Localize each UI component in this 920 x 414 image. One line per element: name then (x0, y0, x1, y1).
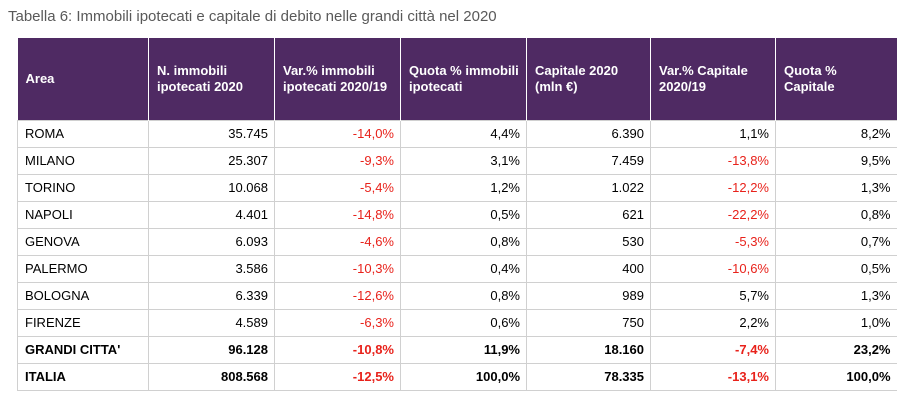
cell-quota-immobili: 3,1% (400, 147, 527, 175)
cell-var-capitale: 2,2% (650, 309, 776, 337)
cell-n-immobili: 4.589 (148, 309, 275, 337)
cell-n-immobili: 6.093 (148, 228, 275, 256)
table-body: ROMA 35.745 -14,0% 4,4% 6.390 1,1% 8,2% MILANO 2… (17, 119, 897, 391)
cell-quota-capitale: 0,7% (775, 228, 897, 256)
header-quota-immobili: Quota % immobili ipotecati (400, 38, 527, 120)
table-row: NAPOLI 4.401 -14,8% 0,5% 621 -22,2% 0,8% (17, 201, 897, 229)
cell-quota-immobili: 0,8% (400, 228, 527, 256)
table-header: Area N. immobili ipotecati 2020 Var.% im… (17, 38, 897, 120)
cell-quota-immobili: 11,9% (400, 336, 527, 364)
cell-n-immobili: 6.339 (148, 282, 275, 310)
cell-quota-immobili: 0,8% (400, 282, 527, 310)
cell-area: PALERMO (17, 255, 149, 283)
cell-quota-capitale: 9,5% (775, 147, 897, 175)
cell-quota-capitale: 0,8% (775, 201, 897, 229)
cell-quota-immobili: 100,0% (400, 363, 527, 391)
header-var-capitale: Var.% Capitale 2020/19 (650, 38, 776, 120)
cell-var-immobili: -14,8% (274, 201, 401, 229)
cell-capitale: 18.160 (526, 336, 651, 364)
cell-var-immobili: -10,3% (274, 255, 401, 283)
cell-area: FIRENZE (17, 309, 149, 337)
cell-var-capitale: 5,7% (650, 282, 776, 310)
cell-n-immobili: 4.401 (148, 201, 275, 229)
cell-n-immobili: 10.068 (148, 174, 275, 202)
cell-quota-capitale: 8,2% (775, 119, 897, 148)
total-row: ITALIA 808.568 -12,5% 100,0% 78.335 -13,1% 100… (17, 363, 897, 391)
cell-area: ITALIA (17, 363, 149, 391)
cell-quota-immobili: 4,4% (400, 119, 527, 148)
data-table: Area N. immobili ipotecati 2020 Var.% im… (17, 38, 897, 391)
header-row: Area N. immobili ipotecati 2020 Var.% im… (17, 38, 897, 120)
cell-capitale: 621 (526, 201, 651, 229)
cell-capitale: 400 (526, 255, 651, 283)
cell-area: GENOVA (17, 228, 149, 256)
cell-n-immobili: 35.745 (148, 119, 275, 148)
cell-n-immobili: 25.307 (148, 147, 275, 175)
cell-capitale: 1.022 (526, 174, 651, 202)
table-row: BOLOGNA 6.339 -12,6% 0,8% 989 5,7% 1,3% (17, 282, 897, 310)
cell-var-capitale: -13,8% (650, 147, 776, 175)
cell-n-immobili: 96.128 (148, 336, 275, 364)
header-quota-capitale: Quota % Capitale (775, 38, 897, 120)
cell-area: ROMA (17, 119, 149, 148)
table-row: GENOVA 6.093 -4,6% 0,8% 530 -5,3% 0,7% (17, 228, 897, 256)
cell-capitale: 6.390 (526, 119, 651, 148)
cell-capitale: 989 (526, 282, 651, 310)
cell-quota-immobili: 1,2% (400, 174, 527, 202)
cell-area: BOLOGNA (17, 282, 149, 310)
cell-n-immobili: 808.568 (148, 363, 275, 391)
cell-var-capitale: 1,1% (650, 119, 776, 148)
cell-var-capitale: -10,6% (650, 255, 776, 283)
cell-area: MILANO (17, 147, 149, 175)
cell-var-immobili: -4,6% (274, 228, 401, 256)
header-capitale: Capitale 2020 (mln €) (526, 38, 651, 120)
cell-var-immobili: -5,4% (274, 174, 401, 202)
cell-capitale: 530 (526, 228, 651, 256)
cell-var-immobili: -9,3% (274, 147, 401, 175)
cell-var-immobili: -12,5% (274, 363, 401, 391)
total-row: GRANDI CITTA' 96.128 -10,8% 11,9% 18.160 -7,4… (17, 336, 897, 364)
cell-var-immobili: -12,6% (274, 282, 401, 310)
cell-n-immobili: 3.586 (148, 255, 275, 283)
cell-quota-capitale: 100,0% (775, 363, 897, 391)
cell-var-capitale: -13,1% (650, 363, 776, 391)
table-row: MILANO 25.307 -9,3% 3,1% 7.459 -13,8% 9,5% (17, 147, 897, 175)
cell-quota-capitale: 0,5% (775, 255, 897, 283)
cell-var-capitale: -7,4% (650, 336, 776, 364)
table-row: FIRENZE 4.589 -6,3% 0,6% 750 2,2% 1,0% (17, 309, 897, 337)
cell-quota-capitale: 1,0% (775, 309, 897, 337)
cell-capitale: 78.335 (526, 363, 651, 391)
cell-var-capitale: -12,2% (650, 174, 776, 202)
table-caption: Tabella 6: Immobili ipotecati e capitale… (8, 8, 497, 25)
cell-var-capitale: -22,2% (650, 201, 776, 229)
cell-var-immobili: -14,0% (274, 119, 401, 148)
header-var-immobili: Var.% immobili ipotecati 2020/19 (274, 38, 401, 120)
cell-area: NAPOLI (17, 201, 149, 229)
cell-capitale: 7.459 (526, 147, 651, 175)
cell-quota-immobili: 0,6% (400, 309, 527, 337)
cell-capitale: 750 (526, 309, 651, 337)
cell-var-capitale: -5,3% (650, 228, 776, 256)
cell-quota-immobili: 0,5% (400, 201, 527, 229)
cell-quota-capitale: 23,2% (775, 336, 897, 364)
cell-area: GRANDI CITTA' (17, 336, 149, 364)
cell-var-immobili: -6,3% (274, 309, 401, 337)
header-area: Area (17, 38, 149, 120)
cell-area: TORINO (17, 174, 149, 202)
cell-var-immobili: -10,8% (274, 336, 401, 364)
cell-quota-capitale: 1,3% (775, 282, 897, 310)
table-row: TORINO 10.068 -5,4% 1,2% 1.022 -12,2% 1,3% (17, 174, 897, 202)
table-row: ROMA 35.745 -14,0% 4,4% 6.390 1,1% 8,2% (17, 119, 897, 148)
header-n-immobili: N. immobili ipotecati 2020 (148, 38, 275, 120)
cell-quota-immobili: 0,4% (400, 255, 527, 283)
cell-quota-capitale: 1,3% (775, 174, 897, 202)
table-row: PALERMO 3.586 -10,3% 0,4% 400 -10,6% 0,5% (17, 255, 897, 283)
